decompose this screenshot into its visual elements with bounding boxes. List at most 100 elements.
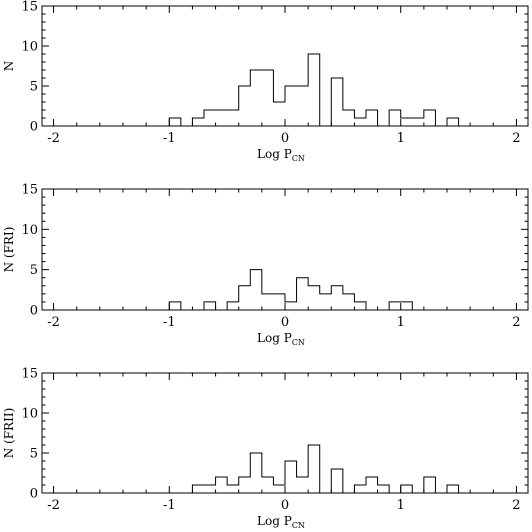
- histogram-bin: [239, 86, 251, 126]
- y-tick-label: 5: [30, 80, 38, 95]
- histogram-bin: [297, 86, 309, 126]
- histogram-bin: [447, 118, 459, 126]
- y-axis-label: N (FRI): [2, 227, 16, 273]
- histogram-bin: [192, 485, 204, 493]
- y-tick-label: 10: [21, 40, 38, 55]
- histogram-bin: [285, 86, 297, 126]
- histogram-bin: [389, 302, 401, 310]
- y-axis-label: N: [2, 61, 16, 72]
- x-axis-label-main: Log P: [257, 147, 292, 161]
- histogram-bin: [239, 286, 251, 310]
- histogram-bin: [273, 102, 285, 126]
- histogram-bin: [192, 118, 204, 126]
- x-tick-label: -1: [163, 315, 176, 330]
- y-tick-label: 15: [21, 0, 38, 15]
- histogram-bin: [250, 270, 262, 310]
- histogram-bin: [366, 477, 378, 493]
- histogram-panel-1: -2 -1 0 1 2 0 5 10 15 N Log PCN: [2, 0, 529, 163]
- histogram-bin: [331, 469, 343, 493]
- histogram-bin: [343, 294, 355, 310]
- histogram-panel-2: -2 -1 0 1 2 0 5 10 15 N (FRI) Log PCN: [2, 183, 529, 347]
- y-tick-label: 0: [30, 120, 38, 135]
- histogram-bin: [227, 485, 239, 493]
- x-axis-label: Log PCN: [257, 514, 305, 530]
- histogram-outline: [42, 444, 528, 494]
- histogram-bin: [343, 110, 355, 126]
- histogram-bin: [366, 110, 378, 126]
- x-axis-label-subscript: CN: [292, 154, 305, 163]
- plot-frame: [41, 188, 529, 311]
- x-tick-label: 0: [281, 498, 289, 513]
- x-tick-label: 1: [397, 131, 405, 146]
- histogram-bin: [297, 278, 309, 310]
- histogram-outline: [42, 53, 528, 127]
- histogram-bin: [389, 110, 401, 126]
- x-axis-label-main: Log P: [257, 331, 292, 345]
- histogram-bin: [239, 477, 251, 493]
- histogram-bin: [424, 110, 436, 126]
- x-tick-label: -2: [47, 131, 60, 146]
- histogram-bin: [250, 453, 262, 493]
- histogram-bin: [412, 118, 424, 126]
- histogram-bin: [354, 485, 366, 493]
- histogram-bin: [204, 302, 216, 310]
- x-tick-label: 2: [512, 315, 520, 330]
- histogram-bin: [401, 118, 413, 126]
- histogram-bin: [204, 485, 216, 493]
- histogram-bin: [227, 110, 239, 126]
- y-tick-label: 5: [30, 447, 38, 462]
- y-tick-label: 15: [21, 183, 38, 198]
- x-tick-label: 2: [512, 131, 520, 146]
- histogram-bin: [354, 302, 366, 310]
- histogram-bin: [447, 485, 459, 493]
- histogram-bin: [169, 118, 181, 126]
- histogram-bin: [262, 477, 274, 493]
- x-axis-label: Log PCN: [257, 147, 305, 163]
- histogram-bin: [250, 70, 262, 126]
- histogram-bin: [424, 477, 436, 493]
- histogram-bin: [308, 54, 320, 126]
- histogram-bin: [320, 294, 332, 310]
- histogram-bin: [262, 294, 274, 310]
- histogram-bin: [285, 302, 297, 310]
- x-axis-label-subscript: CN: [292, 521, 305, 530]
- histogram-panel-3: -2 -1 0 1 2 0 5 10 15 N (FRII) Log PCN: [2, 367, 529, 530]
- histogram-bin: [204, 110, 216, 126]
- histogram-bin: [227, 302, 239, 310]
- histogram-bin: [262, 70, 274, 126]
- y-tick-label: 0: [30, 487, 38, 502]
- y-tick-label: 5: [30, 263, 38, 278]
- y-axis-label: N (FRII): [2, 408, 16, 459]
- x-tick-label: -2: [47, 315, 60, 330]
- x-axis-label-main: Log P: [257, 514, 292, 528]
- histogram-bin: [273, 485, 285, 493]
- histogram-bin: [378, 485, 390, 493]
- histogram-bin: [308, 286, 320, 310]
- histogram-bin: [285, 461, 297, 493]
- x-tick-label: -1: [163, 498, 176, 513]
- x-tick-label: 2: [512, 498, 520, 513]
- histogram-bin: [216, 477, 228, 493]
- y-tick-label: 0: [30, 304, 38, 319]
- histogram-bin: [169, 302, 181, 310]
- histogram-bin: [401, 485, 413, 493]
- histogram-bin: [331, 78, 343, 126]
- histogram-bin: [216, 110, 228, 126]
- histogram-bin: [297, 477, 309, 493]
- histogram-outline: [42, 269, 528, 311]
- histogram-bin: [331, 286, 343, 310]
- histogram-bin: [354, 118, 366, 126]
- x-tick-label: -1: [163, 131, 176, 146]
- histogram-bin: [308, 445, 320, 493]
- histogram-bin: [273, 294, 285, 310]
- x-tick-label: 1: [397, 315, 405, 330]
- y-tick-label: 10: [21, 223, 38, 238]
- x-tick-label: 1: [397, 498, 405, 513]
- x-tick-label: 0: [281, 315, 289, 330]
- y-tick-label: 10: [21, 407, 38, 422]
- histogram-bin: [401, 302, 413, 310]
- x-tick-label: 0: [281, 131, 289, 146]
- x-axis-label-subscript: CN: [292, 338, 305, 347]
- x-tick-label: -2: [47, 498, 60, 513]
